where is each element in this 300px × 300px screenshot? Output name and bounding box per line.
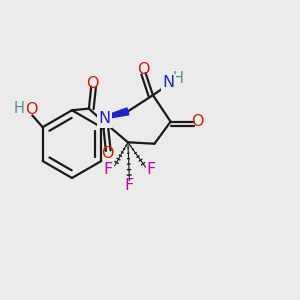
Text: F: F [125,178,134,193]
Text: O: O [137,62,149,77]
Text: O: O [101,146,114,161]
Text: O: O [26,102,38,117]
Text: N: N [98,111,110,126]
Text: H: H [173,71,184,86]
Polygon shape [100,108,129,120]
Text: F: F [103,162,113,177]
Text: H: H [14,101,25,116]
Text: F: F [146,162,155,177]
Text: N: N [163,75,175,90]
Text: O: O [86,76,99,91]
Text: O: O [191,114,204,129]
